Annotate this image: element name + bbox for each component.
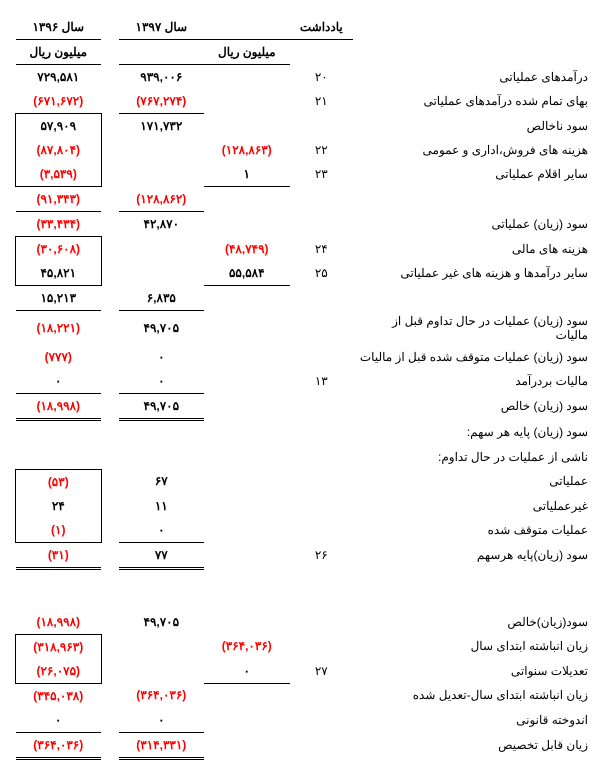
- row-label: زیان انباشته ابتدای سال-تعدیل شده: [353, 683, 592, 708]
- row-label: عملیاتی: [353, 469, 592, 494]
- row-label: سود (زیان) پایه هر سهم:: [353, 419, 592, 445]
- row-label: غیرعملیاتی: [353, 494, 592, 518]
- row-label: مالیات بردرآمد: [353, 369, 592, 394]
- row-label: درآمدهای عملیاتی: [353, 65, 592, 90]
- income-statement-table: یادداشت سال ۱۳۹۷ سال ۱۳۹۶ میلیون ریال می…: [15, 15, 592, 760]
- row-label: هزینه های مالی: [353, 237, 592, 262]
- row-label: سود (زیان) عملیات در حال تداوم قبل از ما…: [353, 311, 592, 345]
- row-label: [353, 187, 592, 212]
- row-label: بهای تمام شده درآمدهای عملیاتی: [353, 89, 592, 114]
- row-label: تعدیلات سنواتی: [353, 659, 592, 684]
- row-label: زیان انباشته ابتدای سال: [353, 634, 592, 659]
- row-label: سود (زیان) عملیاتی: [353, 212, 592, 237]
- row-label: هزینه های فروش،اداری و عمومی: [353, 138, 592, 162]
- unit-1397b: میلیون ریال: [204, 40, 289, 65]
- row-label: سود(زیان)خالص: [353, 610, 592, 635]
- col-1397a-header: سال ۱۳۹۷: [119, 15, 204, 40]
- row-label: سود ناخالص: [353, 114, 592, 139]
- col-1396-header: سال ۱۳۹۶: [16, 15, 102, 40]
- col-1397b-header: [204, 15, 289, 40]
- unit-1396: میلیون ریال: [16, 40, 102, 65]
- row-label: سود (زیان) عملیات متوقف شده قبل از مالیا…: [353, 345, 592, 369]
- row-label: سود (زیان) خالص: [353, 393, 592, 419]
- unit-1397a: [119, 40, 204, 65]
- row-label: اندوخته قانونی: [353, 708, 592, 733]
- row-label: زیان قابل تخصیص: [353, 732, 592, 758]
- row-label: سود (زیان)پایه هرسهم: [353, 542, 592, 568]
- row-label: سایر اقلام عملیاتی: [353, 162, 592, 187]
- col-note-header: یادداشت: [290, 15, 354, 40]
- row-label: عملیات متوقف شده: [353, 518, 592, 543]
- row-label: سایر درآمدها و هزینه های غیر عملیاتی: [353, 261, 592, 286]
- row-label: ناشی از عملیات در حال تداوم:: [353, 445, 592, 470]
- row-label: [353, 286, 592, 311]
